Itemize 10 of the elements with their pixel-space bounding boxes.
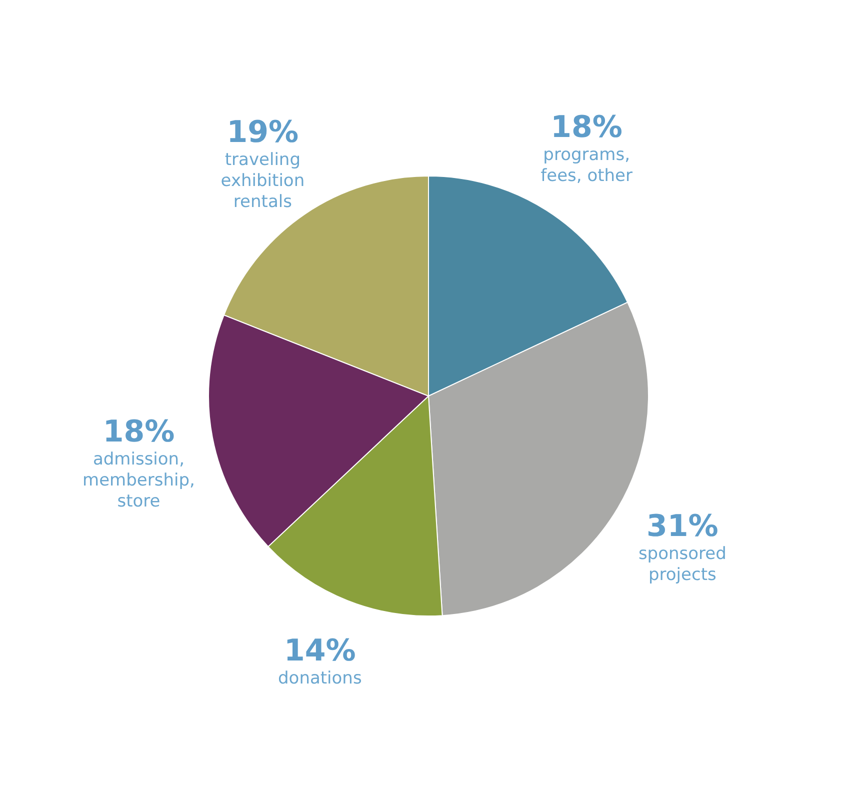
slice-label: programs, fees, other — [540, 144, 633, 186]
data-label: 14% — [284, 633, 356, 668]
data-label: 18% — [550, 110, 622, 145]
slice-label: donations — [278, 668, 362, 688]
data-label: 18% — [102, 414, 175, 450]
data-label: 31% — [646, 509, 718, 544]
slice-label: admission, membership, store — [82, 449, 195, 512]
slice-label: sponsored projects — [638, 544, 726, 586]
slice-label: traveling exhibition rentals — [220, 150, 305, 212]
data-label: 19% — [226, 115, 299, 150]
